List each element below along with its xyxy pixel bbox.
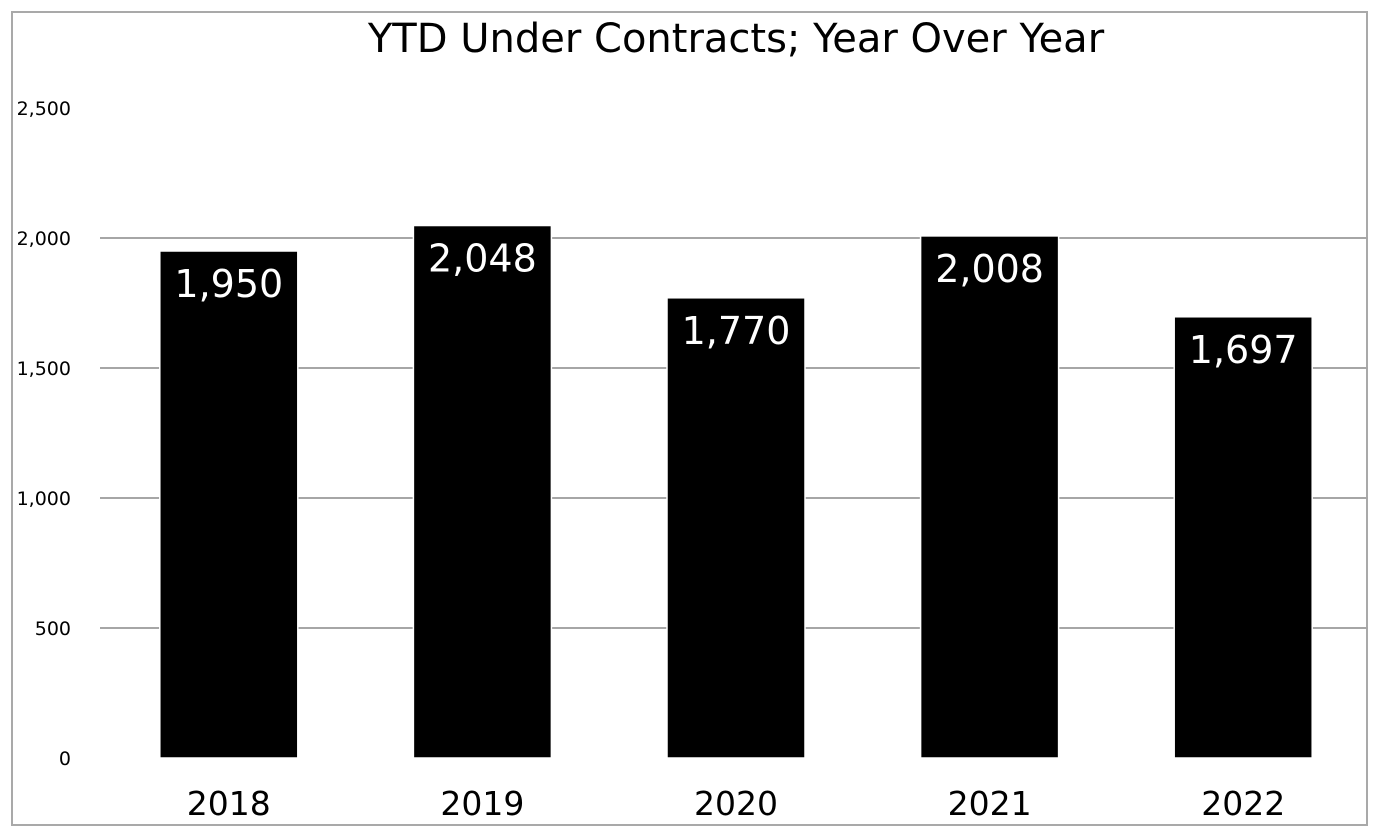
y-axis-ticks: 0 500 1,000 1,500 2,000 2,500 [17, 98, 71, 770]
bar-2021 [919, 235, 1060, 759]
x-tick-label: 2019 [440, 784, 524, 823]
bar-2022 [1173, 316, 1313, 759]
bar-2018 [159, 250, 299, 759]
x-axis-ticks: 2018 2019 2020 2021 2022 [187, 784, 1285, 823]
x-tick-label: 2020 [694, 784, 778, 823]
y-tick-label: 500 [35, 618, 71, 640]
bar-value-label: 2,008 [935, 247, 1044, 291]
bar-2019 [412, 224, 553, 759]
bar-2020 [666, 297, 806, 759]
y-tick-label: 1,500 [17, 358, 71, 380]
chart-title: YTD Under Contracts; Year Over Year [367, 16, 1105, 62]
bar-value-label: 1,950 [174, 262, 283, 306]
x-tick-label: 2021 [948, 784, 1032, 823]
chart-frame [11, 11, 1368, 826]
x-tick-label: 2018 [187, 784, 271, 823]
bar-value-label: 1,770 [682, 309, 791, 353]
y-tick-label: 2,000 [17, 228, 71, 250]
y-tick-label: 1,000 [17, 488, 71, 510]
y-tick-label: 0 [59, 748, 71, 770]
y-tick-label: 2,500 [17, 98, 71, 120]
x-tick-label: 2022 [1201, 784, 1285, 823]
bars [159, 224, 1313, 759]
bar-value-label: 1,697 [1189, 328, 1298, 372]
bar-value-labels: 1,950 2,048 1,770 2,008 1,697 [174, 237, 1297, 372]
bar-value-label: 2,048 [428, 237, 537, 281]
